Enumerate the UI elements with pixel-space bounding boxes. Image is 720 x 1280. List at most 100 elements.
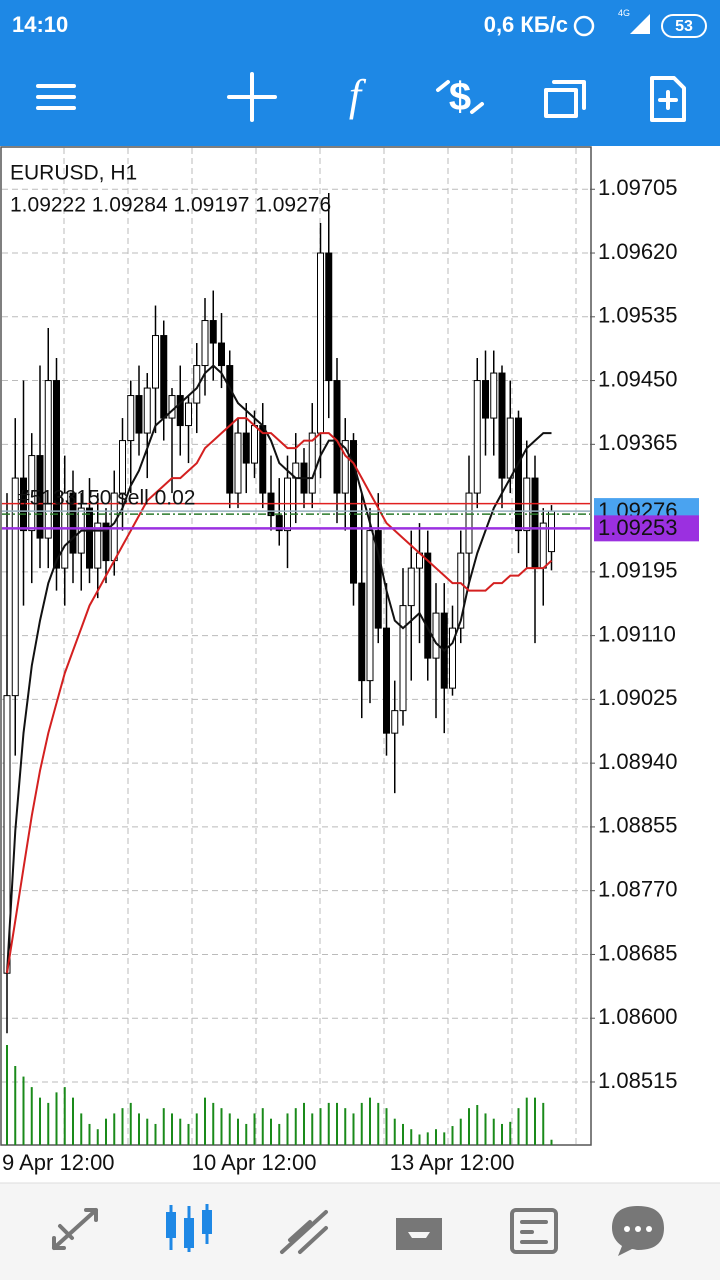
- candle-body: [251, 425, 258, 464]
- candle-body: [209, 320, 217, 344]
- candle-body: [242, 432, 250, 464]
- price-label: 1.09253: [598, 515, 678, 540]
- candle-body: [86, 507, 93, 569]
- price-label-box: [594, 515, 699, 542]
- candle-body: [399, 605, 407, 712]
- x-tick-label: 13 Apr 12:00: [390, 1150, 515, 1175]
- candle-body: [383, 627, 390, 734]
- alarm-icon: [573, 15, 595, 37]
- candle-body: [119, 440, 126, 494]
- moving-average: [6, 417, 553, 974]
- candle-body: [143, 387, 151, 434]
- moving-average: [6, 364, 552, 974]
- y-tick-label: 1.09535: [598, 303, 678, 328]
- y-tick-label: 1.08685: [598, 940, 678, 965]
- quotes-tab[interactable]: [52, 1208, 98, 1250]
- y-tick-label: 1.08855: [598, 813, 678, 838]
- candle-body: [473, 380, 481, 494]
- candle-body: [482, 380, 489, 419]
- candle-body: [69, 492, 77, 554]
- app-bar: [0, 0, 720, 146]
- signal-icon: [630, 14, 650, 34]
- candle-body: [465, 492, 473, 554]
- chart-tab[interactable]: [166, 1204, 212, 1252]
- candle-body: [457, 552, 465, 629]
- candle-body: [539, 522, 547, 569]
- chart-title: EURUSD, H1: [10, 162, 137, 185]
- candle-body: [135, 395, 143, 434]
- candle-body: [53, 380, 60, 569]
- y-tick-label: 1.09110: [598, 621, 676, 646]
- candle-body: [358, 582, 366, 682]
- candle-body: [201, 320, 209, 367]
- candle-body: [234, 432, 242, 494]
- candle-body: [506, 417, 514, 479]
- status-speed: 0,6 КБ/с: [484, 12, 568, 37]
- candle-body: [28, 455, 36, 532]
- y-tick-label: 1.08515: [598, 1068, 678, 1093]
- candle-body: [333, 380, 341, 494]
- new-order-button[interactable]: [650, 76, 686, 122]
- candle-body: [523, 477, 531, 532]
- crosshair-button[interactable]: [227, 72, 277, 122]
- candle-body: [259, 425, 267, 494]
- trade-button[interactable]: $: [436, 75, 484, 119]
- candle-body: [391, 710, 399, 734]
- candle-body: [432, 612, 440, 659]
- candle-body: [341, 440, 349, 494]
- candle-body: [44, 380, 52, 539]
- candle-body: [325, 252, 333, 382]
- candle-body: [20, 477, 27, 532]
- y-tick-label: 1.08600: [598, 1004, 678, 1029]
- candle-body: [11, 477, 19, 697]
- battery-icon: [661, 14, 707, 38]
- candle-body: [94, 522, 102, 569]
- quote: 1.09222 1.09284 1.09197 1.09276: [10, 194, 331, 217]
- candle-body: [168, 395, 176, 419]
- menu-button[interactable]: [36, 84, 76, 110]
- trade-tab[interactable]: [280, 1210, 328, 1254]
- x-tick-label: 10 Apr 12:00: [192, 1150, 317, 1175]
- svg-text:$: $: [449, 75, 471, 119]
- candle-body: [407, 567, 415, 607]
- chat-tab[interactable]: [612, 1206, 664, 1256]
- news-tab[interactable]: [510, 1208, 558, 1254]
- status-time: 14:10: [12, 12, 68, 37]
- y-tick-label: 1.09705: [598, 175, 678, 200]
- candle-body: [218, 342, 225, 367]
- candle-body: [152, 335, 159, 389]
- history-tab[interactable]: [396, 1218, 442, 1250]
- y-tick-label: 1.08770: [598, 876, 678, 901]
- candle-body: [284, 477, 291, 532]
- candle-body: [449, 627, 456, 689]
- y-tick-label: 1.09365: [598, 430, 678, 455]
- candle-body: [515, 417, 522, 532]
- candle-body: [275, 515, 283, 532]
- candle-body: [350, 440, 357, 584]
- candle-body: [366, 530, 374, 682]
- chart-area: [0, 146, 592, 1146]
- candle-body: [36, 455, 44, 539]
- plot: #5133150 sell 0.02: [2, 148, 595, 1145]
- bottom-nav: [0, 1183, 720, 1280]
- y-tick-label: 1.09025: [598, 685, 678, 710]
- candle-body: [176, 395, 184, 427]
- candle-body: [424, 552, 432, 659]
- candle-body: [374, 530, 382, 629]
- candle-body: [498, 372, 506, 479]
- windows-button[interactable]: [544, 80, 586, 118]
- y-tick-label: 1.09620: [598, 239, 678, 264]
- y-tick-label: 1.08940: [598, 749, 678, 774]
- candle-body: [490, 372, 498, 419]
- candle-body: [127, 395, 135, 442]
- candle-body: [548, 510, 555, 553]
- candle-body: [185, 402, 192, 427]
- candle-body: [102, 522, 110, 562]
- network-type: 4G: [618, 8, 630, 18]
- candle-body: [160, 335, 168, 419]
- candle-body: [267, 492, 275, 517]
- candle-body: [317, 252, 324, 434]
- candle-body: [3, 695, 11, 974]
- y-tick-label: 1.09450: [598, 366, 678, 391]
